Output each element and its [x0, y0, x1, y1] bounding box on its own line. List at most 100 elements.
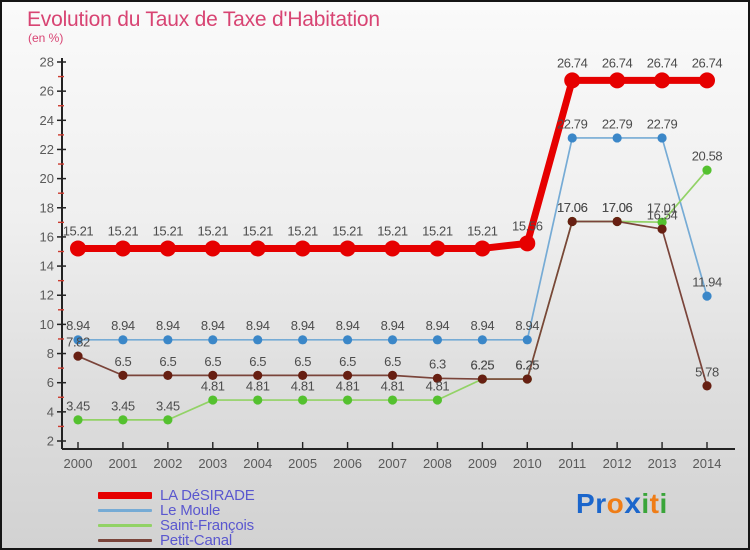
data-point-marker: [294, 240, 311, 257]
logo-letter: i: [641, 488, 650, 519]
data-point-marker: [253, 370, 263, 381]
value-label: 4.81: [336, 378, 360, 393]
data-point-marker: [387, 370, 398, 381]
data-point-marker: [432, 335, 443, 345]
value-label: 6.3: [429, 357, 446, 372]
data-point-marker: [118, 415, 128, 425]
value-label: 6.5: [249, 354, 266, 369]
value-label: 15.21: [198, 223, 229, 238]
value-label: 20.58: [692, 149, 723, 164]
value-label: 8.94: [291, 318, 315, 333]
x-tick-label: 2013: [648, 456, 677, 471]
data-point-marker: [702, 291, 712, 301]
data-point-marker: [522, 374, 532, 384]
value-label: 15.21: [422, 223, 453, 238]
value-label: 6.25: [471, 357, 495, 372]
data-point-marker: [249, 240, 266, 257]
value-label: 6.5: [114, 354, 131, 369]
data-point-marker: [699, 72, 715, 89]
data-point-marker: [342, 370, 353, 381]
x-tick-label: 2012: [603, 456, 632, 471]
data-point-marker: [339, 240, 356, 257]
data-point-marker: [118, 335, 128, 345]
y-tick-label: 2: [47, 434, 54, 449]
data-point-marker: [477, 374, 487, 384]
x-tick-label: 2009: [468, 456, 497, 471]
value-label: 22.79: [647, 116, 678, 131]
x-tick-label: 2006: [333, 456, 362, 471]
value-label: 15.21: [63, 223, 94, 238]
x-tick-label: 2014: [693, 456, 722, 471]
data-point-marker: [564, 72, 581, 89]
chart-subtitle: (en %): [28, 31, 64, 45]
data-point-marker: [657, 217, 667, 227]
logo-letter: i: [659, 488, 668, 519]
data-point-marker: [159, 240, 176, 257]
series-le-moule: [73, 133, 712, 345]
value-label: 7.82: [66, 335, 90, 350]
x-tick-label: 2004: [243, 456, 272, 471]
data-point-marker: [567, 133, 577, 143]
value-label: 8.94: [381, 318, 405, 333]
value-label: 17.06: [557, 200, 588, 215]
data-point-marker: [163, 370, 173, 381]
data-point-marker: [387, 395, 398, 405]
data-point-marker: [567, 216, 577, 227]
value-label: 8.94: [111, 318, 135, 333]
data-point-marker: [519, 235, 536, 252]
value-label: 22.79: [557, 116, 588, 131]
value-label: 15.21: [153, 223, 184, 238]
value-label: 15.56: [512, 218, 543, 233]
value-label: 3.45: [111, 398, 135, 413]
y-tick-label: 18: [40, 200, 54, 215]
data-point-marker: [73, 351, 83, 361]
x-tick-label: 2007: [378, 456, 407, 471]
legend-label: Saint-François: [160, 517, 254, 534]
value-label: 8.94: [201, 318, 225, 333]
data-point-marker: [208, 335, 218, 345]
value-label: 8.94: [156, 318, 180, 333]
legend-label: Petit-Canal: [160, 532, 233, 549]
data-point-marker: [298, 370, 308, 381]
data-point-marker: [612, 216, 622, 227]
data-point-marker: [384, 240, 401, 257]
series-la-d-sirade: [70, 72, 715, 257]
data-point-marker: [387, 335, 398, 345]
value-label: 6.5: [339, 354, 356, 369]
data-point-marker: [654, 72, 671, 89]
legend-label: Le Moule: [160, 502, 221, 519]
data-point-marker: [657, 133, 667, 143]
data-point-marker: [73, 415, 83, 425]
legend-swatch: [98, 524, 152, 527]
y-tick-label: 8: [47, 346, 54, 361]
logo-letter: r: [595, 488, 607, 519]
data-point-marker: [204, 240, 221, 257]
value-label: 16.54: [647, 207, 678, 222]
legend-swatch: [98, 509, 152, 512]
y-tick-label: 20: [40, 171, 54, 186]
value-label: 6.25: [515, 357, 539, 372]
value-label: 8.94: [515, 318, 539, 333]
data-point-marker: [298, 395, 308, 405]
data-point-marker: [432, 373, 443, 383]
y-tick-label: 24: [40, 113, 54, 128]
data-point-marker: [657, 224, 667, 234]
data-point-marker: [70, 240, 86, 257]
value-label: 6.5: [204, 354, 221, 369]
legend-item-petit-canal: Petit-Canal: [98, 533, 255, 548]
value-label: 6.5: [159, 354, 176, 369]
chart-title: Evolution du Taux de Taxe d'Habitation: [27, 8, 380, 31]
data-point-marker: [702, 381, 712, 391]
value-label: 3.45: [156, 398, 180, 413]
value-label: 4.81: [201, 378, 225, 393]
y-tick-label: 12: [40, 288, 54, 303]
y-tick-label: 6: [47, 375, 54, 390]
value-label: 11.94: [692, 275, 722, 290]
x-tick-label: 2008: [423, 456, 452, 471]
data-point-marker: [432, 395, 443, 405]
data-point-marker: [477, 335, 487, 345]
data-point-marker: [114, 240, 131, 257]
chart-legend: LA DéSIRADE Le Moule Saint-François Petit-C…: [98, 488, 255, 548]
